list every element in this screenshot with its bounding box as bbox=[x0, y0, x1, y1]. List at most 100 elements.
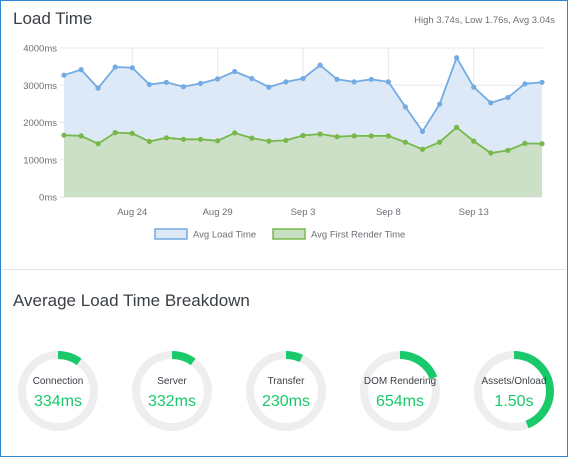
legend-swatch[interactable] bbox=[272, 228, 306, 240]
gauge-value: 334ms bbox=[34, 393, 82, 410]
data-point[interactable] bbox=[78, 67, 84, 73]
data-point[interactable] bbox=[437, 139, 443, 145]
data-point[interactable] bbox=[215, 76, 221, 82]
data-point[interactable] bbox=[505, 147, 511, 153]
data-point[interactable] bbox=[522, 81, 528, 87]
data-point[interactable] bbox=[249, 135, 255, 141]
data-point[interactable] bbox=[95, 141, 101, 147]
data-point[interactable] bbox=[163, 79, 169, 85]
data-point[interactable] bbox=[385, 79, 391, 85]
data-point[interactable] bbox=[198, 80, 204, 86]
gauge-track bbox=[18, 351, 98, 431]
gauge-arc bbox=[132, 351, 212, 431]
data-point[interactable] bbox=[317, 131, 323, 137]
data-point[interactable] bbox=[180, 136, 187, 142]
load-time-chart: 0ms 1000ms 2000ms 3000ms 4000ms Aug 24 Aug 29 S… bbox=[23, 44, 545, 241]
data-point[interactable] bbox=[385, 133, 391, 139]
data-point[interactable] bbox=[249, 75, 255, 82]
gauge-arc bbox=[474, 351, 554, 431]
gauge-dom-rendering: DOM Rendering 654ms bbox=[360, 351, 440, 431]
load-time-stats: High 3.74s, Low 1.76s, Avg 3.04s bbox=[414, 15, 555, 26]
y-tick-label: 3000ms bbox=[23, 81, 57, 92]
gauge-track bbox=[132, 351, 212, 431]
data-point[interactable] bbox=[334, 76, 340, 82]
gauge-arc bbox=[246, 351, 326, 431]
data-point[interactable] bbox=[488, 150, 494, 156]
data-point[interactable] bbox=[505, 94, 511, 101]
y-tick-label: 0ms bbox=[39, 193, 57, 204]
data-point[interactable] bbox=[283, 79, 289, 85]
gauge-arc bbox=[360, 351, 440, 431]
data-point[interactable] bbox=[61, 72, 67, 78]
legend-label[interactable]: Avg First Render Time bbox=[311, 230, 405, 241]
load-time-title: Load Time bbox=[13, 9, 93, 28]
data-point[interactable] bbox=[471, 138, 477, 144]
data-point[interactable] bbox=[146, 81, 152, 88]
x-tick-label: Sep 8 bbox=[376, 207, 401, 218]
data-point[interactable] bbox=[215, 138, 221, 144]
x-tick-label: Sep 13 bbox=[459, 207, 489, 218]
data-point[interactable] bbox=[419, 128, 426, 134]
gauge-label: Connection bbox=[33, 376, 84, 387]
data-point[interactable] bbox=[300, 132, 306, 139]
data-point[interactable] bbox=[539, 141, 545, 147]
y-tick-label: 1000ms bbox=[23, 155, 57, 166]
gauge-value: 332ms bbox=[148, 393, 196, 410]
data-point[interactable] bbox=[454, 124, 460, 130]
data-point[interactable] bbox=[232, 130, 238, 136]
data-point[interactable] bbox=[266, 84, 272, 90]
data-point[interactable] bbox=[78, 133, 84, 139]
legend-label[interactable]: Avg Load Time bbox=[193, 230, 256, 241]
gauge-track bbox=[246, 351, 326, 431]
gauge-label: Transfer bbox=[268, 376, 306, 387]
gauge-label: Assets/Onload bbox=[481, 376, 546, 387]
gauge-server: Server 332ms bbox=[132, 351, 212, 431]
data-point[interactable] bbox=[334, 134, 340, 140]
breakdown-gauges: Connection 334ms Server 332ms Transfer 230ms D… bbox=[18, 351, 554, 431]
y-tick-label: 4000ms bbox=[23, 44, 57, 55]
data-point[interactable] bbox=[300, 75, 306, 82]
data-point[interactable] bbox=[198, 136, 204, 142]
data-point[interactable] bbox=[95, 85, 101, 91]
data-point[interactable] bbox=[146, 138, 152, 145]
gauge-transfer: Transfer 230ms bbox=[246, 351, 326, 431]
gauge-arc bbox=[18, 351, 98, 431]
data-point[interactable] bbox=[488, 100, 494, 106]
legend-swatch[interactable] bbox=[154, 228, 188, 240]
data-point[interactable] bbox=[266, 138, 272, 144]
data-point[interactable] bbox=[129, 130, 135, 136]
data-point[interactable] bbox=[317, 62, 323, 68]
data-point[interactable] bbox=[112, 130, 118, 136]
gauge-value: 230ms bbox=[262, 393, 310, 410]
x-tick-label: Aug 29 bbox=[203, 207, 233, 218]
data-point[interactable] bbox=[368, 133, 374, 139]
gauge-label: DOM Rendering bbox=[364, 376, 436, 387]
data-point[interactable] bbox=[454, 55, 460, 61]
gauge-assets-onload: Assets/Onload 1.50s bbox=[474, 351, 554, 431]
data-point[interactable] bbox=[402, 104, 408, 110]
data-point[interactable] bbox=[163, 135, 169, 141]
x-tick-label: Aug 24 bbox=[117, 207, 147, 218]
data-point[interactable] bbox=[180, 84, 187, 90]
data-point[interactable] bbox=[129, 65, 135, 71]
data-point[interactable] bbox=[232, 68, 238, 75]
data-point[interactable] bbox=[437, 101, 443, 107]
data-point[interactable] bbox=[522, 140, 528, 146]
breakdown-title: Average Load Time Breakdown bbox=[13, 291, 250, 310]
gauge-value: 1.50s bbox=[494, 393, 533, 410]
x-tick-label: Sep 3 bbox=[291, 207, 316, 218]
data-point[interactable] bbox=[419, 146, 426, 152]
data-point[interactable] bbox=[112, 64, 118, 70]
data-point[interactable] bbox=[351, 79, 357, 85]
data-point[interactable] bbox=[539, 79, 545, 85]
y-tick-label: 2000ms bbox=[23, 118, 57, 129]
data-point[interactable] bbox=[61, 132, 67, 138]
data-point[interactable] bbox=[368, 76, 374, 82]
gauge-label: Server bbox=[157, 376, 187, 387]
data-point[interactable] bbox=[471, 84, 477, 90]
series-area-1 bbox=[64, 127, 542, 197]
data-point[interactable] bbox=[351, 133, 357, 139]
data-point[interactable] bbox=[283, 137, 289, 143]
data-point[interactable] bbox=[402, 139, 408, 145]
